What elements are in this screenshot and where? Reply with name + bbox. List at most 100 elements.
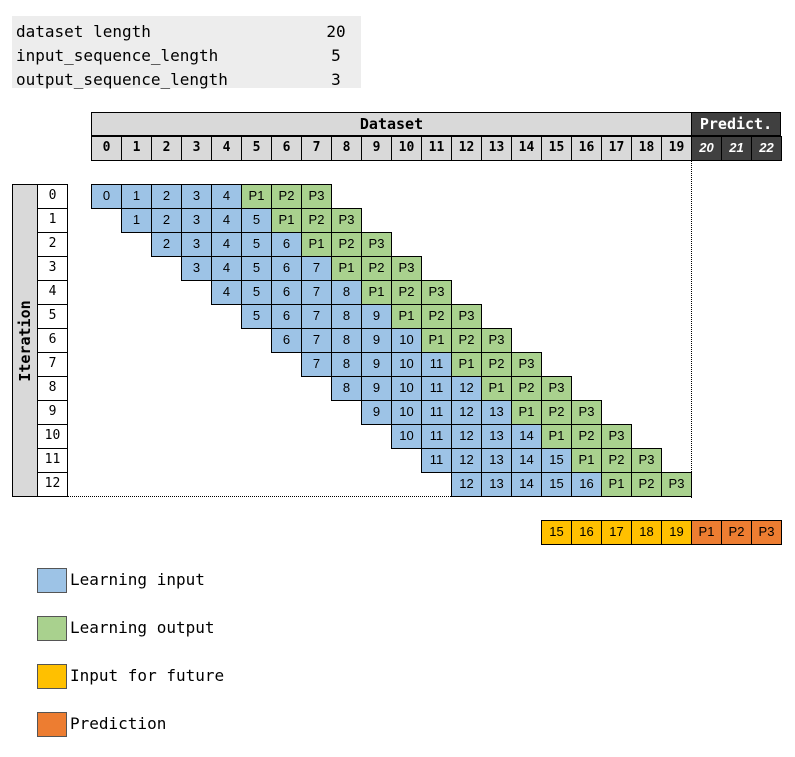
- output-cell: P1: [451, 352, 482, 377]
- input-cell: 14: [511, 424, 542, 449]
- output-cell: P1: [511, 400, 542, 425]
- iteration-index-cell: 0: [37, 184, 68, 209]
- param-row: output_sequence_length 3: [16, 68, 361, 92]
- output-cell: P3: [571, 400, 602, 425]
- input-cell: 14: [511, 448, 542, 473]
- input-cell: 13: [481, 472, 512, 497]
- dataset-index-cell: 17: [601, 136, 632, 161]
- dataset-index-cell: 1: [121, 136, 152, 161]
- input-cell: 5: [241, 208, 272, 233]
- predict-title: Predict.: [691, 112, 781, 136]
- input-cell: 6: [271, 280, 302, 305]
- output-cell: P3: [301, 184, 332, 209]
- output-cell: P2: [391, 280, 422, 305]
- dataset-index-cell: 15: [541, 136, 572, 161]
- output-cell: P3: [511, 352, 542, 377]
- input-cell: 3: [181, 232, 212, 257]
- dataset-index-cell: 18: [631, 136, 662, 161]
- dataset-index-cell: 6: [271, 136, 302, 161]
- output-cell: P1: [391, 304, 422, 329]
- input-cell: 13: [481, 448, 512, 473]
- output-cell: P2: [301, 208, 332, 233]
- input-cell: 6: [271, 256, 302, 281]
- iteration-index-cell: 2: [37, 232, 68, 257]
- legend-label: Learning output: [70, 618, 215, 637]
- output-cell: P2: [331, 232, 362, 257]
- output-cell: P1: [361, 280, 392, 305]
- dataset-index-cell: 19: [661, 136, 692, 161]
- output-cell: P2: [631, 472, 662, 497]
- input-cell: 13: [481, 400, 512, 425]
- iteration-baseline: [67, 496, 453, 497]
- future-input-cell: 18: [631, 520, 662, 545]
- input-cell: 10: [391, 424, 422, 449]
- dataset-index-cell: 12: [451, 136, 482, 161]
- param-value: 3: [331, 70, 341, 89]
- input-cell: 14: [511, 472, 542, 497]
- output-cell: P1: [331, 256, 362, 281]
- iteration-index-cell: 12: [37, 472, 68, 497]
- predict-index-cell: 21: [721, 136, 752, 161]
- input-cell: 4: [211, 256, 242, 281]
- param-value: 20: [326, 22, 346, 41]
- iteration-index-cell: 5: [37, 304, 68, 329]
- prediction-boundary: [691, 160, 692, 498]
- input-cell: 5: [241, 232, 272, 257]
- output-cell: P1: [271, 208, 302, 233]
- input-cell: 5: [241, 280, 272, 305]
- output-cell: P1: [241, 184, 272, 209]
- input-cell: 12: [451, 472, 482, 497]
- iteration-index-cell: 10: [37, 424, 68, 449]
- input-cell: 12: [451, 400, 482, 425]
- output-cell: P1: [571, 448, 602, 473]
- predict-index-cell: 20: [691, 136, 722, 161]
- predict-index-cell: 22: [751, 136, 782, 161]
- input-cell: 10: [391, 400, 422, 425]
- param-name: output_sequence_length: [16, 70, 228, 89]
- input-cell: 1: [121, 208, 152, 233]
- input-cell: 13: [481, 424, 512, 449]
- input-cell: 2: [151, 232, 182, 257]
- input-cell: 5: [241, 304, 272, 329]
- parameters-panel: dataset length 20 input_sequence_length …: [12, 16, 361, 89]
- output-cell: P1: [301, 232, 332, 257]
- output-cell: P2: [511, 376, 542, 401]
- iteration-index-cell: 9: [37, 400, 68, 425]
- dataset-index-cell: 7: [301, 136, 332, 161]
- input-cell: 12: [451, 424, 482, 449]
- output-cell: P3: [361, 232, 392, 257]
- input-cell: 15: [541, 472, 572, 497]
- output-cell: P1: [541, 424, 572, 449]
- future-prediction-cell: P3: [751, 520, 782, 545]
- param-row: input_sequence_length 5: [16, 44, 361, 68]
- iteration-index-cell: 7: [37, 352, 68, 377]
- input-cell: 4: [211, 280, 242, 305]
- input-cell: 6: [271, 232, 302, 257]
- input-cell: 4: [211, 184, 242, 209]
- future-input-cell: 16: [571, 520, 602, 545]
- input-cell: 11: [421, 352, 452, 377]
- input-cell: 9: [361, 352, 392, 377]
- future-prediction-cell: P2: [721, 520, 752, 545]
- output-cell: P2: [421, 304, 452, 329]
- legend-swatch-future: [37, 664, 67, 689]
- future-input-cell: 15: [541, 520, 572, 545]
- input-cell: 11: [421, 424, 452, 449]
- input-cell: 8: [331, 304, 362, 329]
- input-cell: 3: [181, 256, 212, 281]
- input-cell: 12: [451, 448, 482, 473]
- legend-label: Learning input: [70, 570, 205, 589]
- output-cell: P3: [601, 424, 632, 449]
- output-cell: P2: [271, 184, 302, 209]
- dataset-index-cell: 14: [511, 136, 542, 161]
- input-cell: 11: [421, 376, 452, 401]
- input-cell: 3: [181, 208, 212, 233]
- legend-swatch-prediction: [37, 712, 67, 737]
- input-cell: 16: [571, 472, 602, 497]
- input-cell: 7: [301, 256, 332, 281]
- dataset-index-cell: 5: [241, 136, 272, 161]
- dataset-index-cell: 0: [91, 136, 122, 161]
- input-cell: 6: [271, 304, 302, 329]
- param-value: 5: [331, 46, 341, 65]
- output-cell: P2: [451, 328, 482, 353]
